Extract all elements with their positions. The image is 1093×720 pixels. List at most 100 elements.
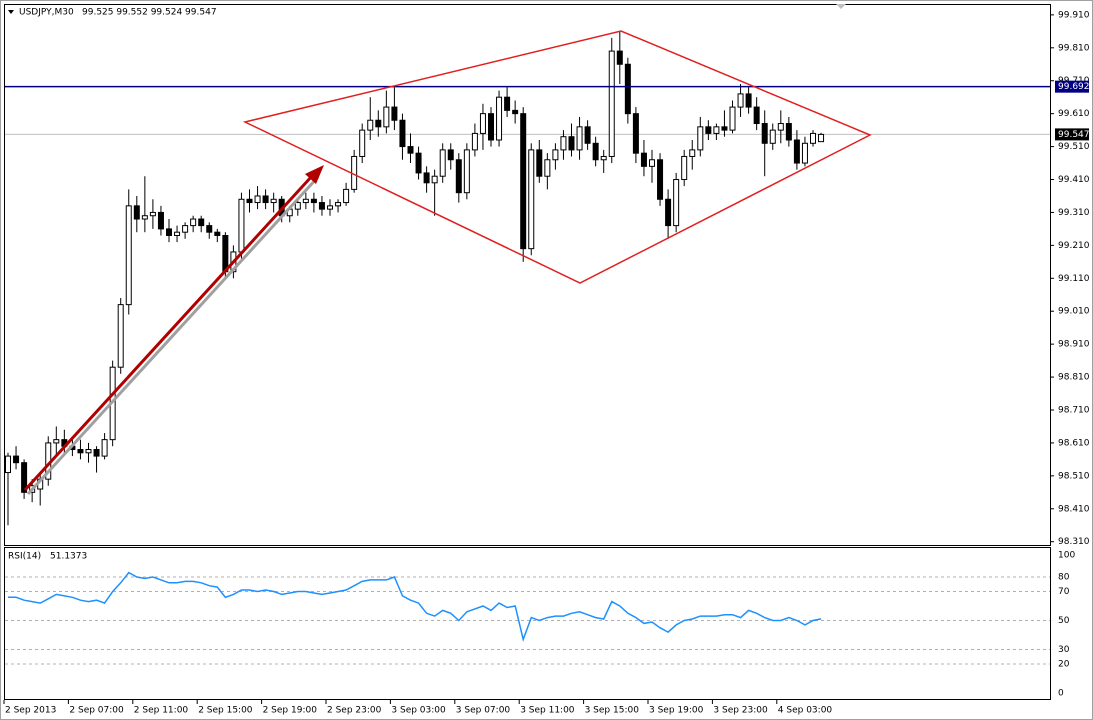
x-tick-label: 3 Sep 11:00 (520, 706, 575, 716)
x-tick-label: 4 Sep 03:00 (778, 706, 833, 716)
y-tick-label: 98.510 (1058, 471, 1090, 481)
candle-body (101, 439, 108, 457)
y-tick-label: 98.610 (1058, 438, 1090, 448)
rsi-panel (4, 547, 1051, 700)
candle-body (174, 231, 181, 236)
candle-body (53, 439, 60, 444)
candle-body (125, 205, 132, 306)
candle-body (689, 149, 696, 157)
y-tick-label: 98.910 (1058, 340, 1090, 350)
drawings (23, 30, 872, 496)
price-label-box (1055, 128, 1089, 141)
candle-body (270, 198, 277, 204)
candle-body (327, 205, 333, 210)
rsi-title: RSI(14) (8, 552, 41, 562)
candle-body (705, 126, 712, 134)
candle-body (777, 123, 784, 131)
candle-body (761, 123, 768, 144)
y-tick-label: 100 (1058, 551, 1075, 561)
candle-body (335, 202, 342, 207)
candle-body (488, 113, 494, 141)
y-tick-label: 99.610 (1058, 109, 1090, 119)
y-tick-label: 99.810 (1058, 43, 1090, 53)
candle-body (504, 96, 511, 111)
candle-body (206, 225, 213, 233)
y-tick-label: 98.310 (1058, 537, 1090, 547)
candle-body (367, 119, 374, 131)
candle-body (528, 149, 535, 250)
candle-body (673, 179, 680, 227)
x-tick-label: 2 Sep 15:00 (198, 706, 253, 716)
candle-body (318, 202, 325, 210)
level-label-box (1055, 80, 1089, 93)
trend-arrow (23, 174, 314, 492)
candle-body (141, 215, 148, 220)
candle-body (214, 231, 221, 236)
candle-body (190, 218, 197, 227)
candle-body (801, 142, 808, 164)
candle-body (375, 119, 382, 128)
candle-body (93, 449, 100, 457)
arrow-head (305, 165, 324, 184)
candle-body (520, 113, 527, 250)
menu-arrow (8, 10, 14, 14)
candle-body (294, 202, 301, 210)
candle-body (157, 211, 164, 230)
x-tick-label: 2 Sep 19:00 (263, 706, 318, 716)
y-tick-label: 80 (1058, 573, 1070, 583)
y-tick-label: 30 (1058, 645, 1070, 655)
candle-body (568, 136, 575, 151)
candle-body (343, 188, 350, 204)
y-tick-label: 99.010 (1058, 307, 1090, 317)
x-tick-label: 2 Sep 11:00 (134, 706, 189, 716)
candle-body (133, 205, 140, 220)
candle-body (729, 106, 736, 131)
candle-body (479, 113, 486, 134)
candle-body (657, 159, 664, 200)
candle-body (254, 195, 261, 204)
candle-body (463, 149, 470, 194)
rsi-line (8, 571, 822, 642)
y-tick-label: 50 (1058, 616, 1070, 626)
candle-body (665, 198, 672, 227)
candle-body (769, 129, 776, 144)
candle-body (818, 133, 825, 143)
symbol: USDJPY,M30 (19, 8, 74, 18)
x-tick-label: 2 Sep 07:00 (69, 706, 124, 716)
y-tick-label: 98.710 (1058, 406, 1090, 416)
candle-body (407, 146, 414, 154)
candle-body (496, 96, 503, 141)
candle-body (246, 198, 253, 204)
candle-body (592, 142, 599, 161)
y-tick-label: 98.410 (1058, 504, 1090, 514)
candle-body (262, 195, 269, 204)
candle-body (117, 304, 124, 368)
candle-body (383, 106, 390, 128)
diamond-pattern (242, 30, 872, 284)
candle-body (85, 449, 92, 454)
x-tick-label: 3 Sep 19:00 (649, 706, 704, 716)
x-tick-label: 3 Sep 23:00 (713, 706, 768, 716)
candle-body (536, 149, 543, 177)
candle-body (793, 139, 800, 164)
shift-marker (836, 4, 846, 9)
candle-body (681, 155, 688, 181)
candle-body (632, 113, 639, 154)
candle-body (359, 129, 366, 157)
candle-body (166, 228, 172, 236)
candle-body (560, 136, 567, 151)
candle-body (745, 93, 752, 108)
x-tick-label: 2 Sep 2013 (5, 706, 56, 716)
candle-body (198, 218, 205, 227)
candle-body (608, 50, 615, 157)
arrow-shadow (26, 175, 320, 496)
candle-body (13, 455, 20, 464)
x-tick-label: 3 Sep 03:00 (391, 706, 446, 716)
price-label: 99.547 (1058, 130, 1090, 140)
y-tick-label: 99.210 (1058, 241, 1090, 251)
candle-body (5, 455, 11, 474)
x-tick-label: 2 Sep 23:00 (327, 706, 382, 716)
candle-body (423, 172, 430, 184)
candle-body (600, 155, 607, 161)
